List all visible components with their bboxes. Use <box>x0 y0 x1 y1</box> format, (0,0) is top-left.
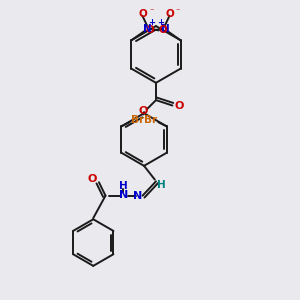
Text: O: O <box>138 106 148 116</box>
Text: O: O <box>145 26 154 35</box>
Text: Br: Br <box>131 116 144 125</box>
Text: N: N <box>134 191 143 201</box>
Text: O: O <box>165 9 174 19</box>
Text: O: O <box>158 26 167 35</box>
Text: N: N <box>119 190 128 200</box>
Text: ⁻: ⁻ <box>176 6 180 15</box>
Text: +: + <box>157 18 164 27</box>
Text: O: O <box>138 9 147 19</box>
Text: N: N <box>142 24 151 34</box>
Text: Br: Br <box>144 116 157 125</box>
Text: H: H <box>157 180 166 190</box>
Text: O: O <box>174 100 184 110</box>
Text: N: N <box>160 24 169 34</box>
Text: O: O <box>88 174 97 184</box>
Text: ⁻: ⁻ <box>149 6 154 15</box>
Text: +: + <box>148 18 155 27</box>
Text: H: H <box>119 181 128 191</box>
